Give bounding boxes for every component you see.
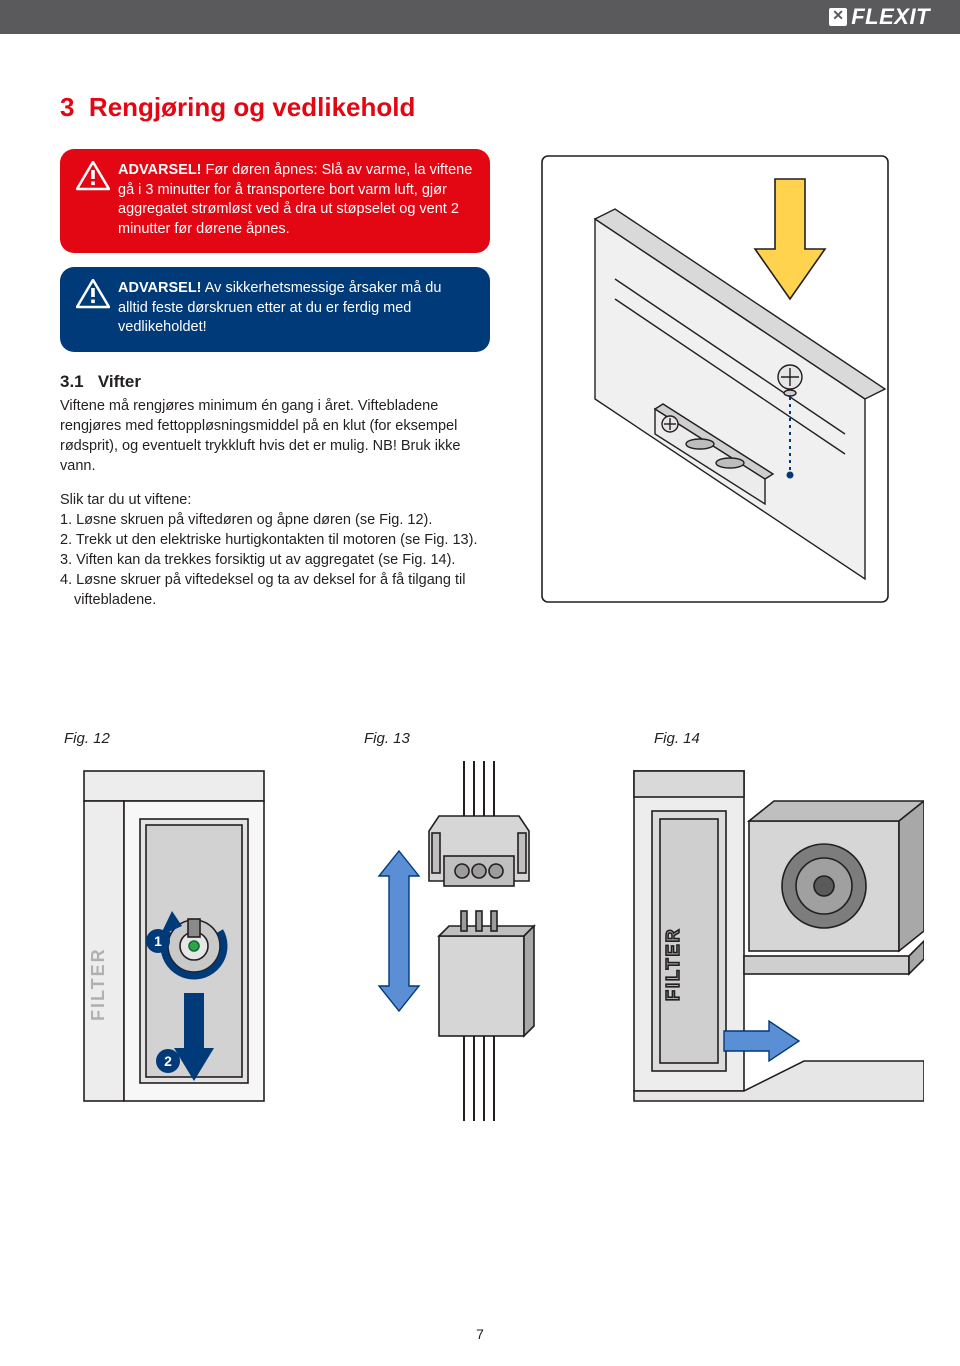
figure-labels: Fig. 12 Fig. 13 Fig. 14 xyxy=(60,730,910,747)
subsection-title: Vifter xyxy=(98,372,141,391)
left-column: ADVARSEL! Før døren åpnes: Slå av varme,… xyxy=(60,149,490,610)
steps-intro: Slik tar du ut viftene: xyxy=(60,490,490,510)
fig12-label: Fig. 12 xyxy=(64,730,364,747)
step: 4. Løsne skruer på viftedeksel og ta av … xyxy=(60,570,490,610)
step: 2. Trekk ut den elektriske hurtigkontakt… xyxy=(60,530,490,550)
svg-text:FILTER: FILTER xyxy=(663,927,683,1001)
warning-label: ADVARSEL! xyxy=(118,162,202,178)
step: 1. Løsne skruen på viftedøren og åpne dø… xyxy=(60,510,490,530)
section-number: 3 xyxy=(60,92,74,122)
body-text: Viftene må rengjøres minimum én gang i å… xyxy=(60,396,490,610)
step: 3. Viften kan da trekkes forsiktig ut av… xyxy=(60,550,490,570)
brand-logo-icon xyxy=(829,8,847,26)
section-title: 3 Rengjøring og vedlikehold xyxy=(60,92,910,123)
figure-row: FILTER FILTER xyxy=(60,761,910,1121)
brand-logo-text: FLEXIT xyxy=(851,4,930,30)
two-column-layout: ADVARSEL! Før døren åpnes: Slå av varme,… xyxy=(60,149,910,610)
subsection-number: 3.1 xyxy=(60,372,84,391)
brand-logo: FLEXIT xyxy=(829,4,930,30)
callout-1: 1 xyxy=(154,933,162,949)
callout-2: 2 xyxy=(164,1053,172,1069)
right-column xyxy=(520,149,910,610)
warning-box-red: ADVARSEL! Før døren åpnes: Slå av varme,… xyxy=(60,149,490,253)
diagram-bracket-install xyxy=(535,149,895,609)
warning-text: ADVARSEL! Av sikkerhetsmessige årsaker m… xyxy=(118,279,474,338)
fig14: FILTER xyxy=(624,761,924,1121)
warning-box-blue: ADVARSEL! Av sikkerhetsmessige årsaker m… xyxy=(60,267,490,352)
warning-icon xyxy=(76,279,110,309)
paragraph: Viftene må rengjøres minimum én gang i å… xyxy=(60,396,490,476)
warning-label: ADVARSEL! xyxy=(118,280,202,296)
fig13 xyxy=(344,761,604,1121)
fig12: FILTER FILTER xyxy=(64,761,324,1121)
page-number: 7 xyxy=(476,1326,484,1342)
fig14-label: Fig. 14 xyxy=(654,730,700,747)
page-content: 3 Rengjøring og vedlikehold ADVARSEL! Fø… xyxy=(0,34,960,1121)
warning-icon xyxy=(76,161,110,191)
filter-label-text: FILTER xyxy=(88,947,108,1021)
section-title-text: Rengjøring og vedlikehold xyxy=(89,92,415,122)
fig13-label: Fig. 13 xyxy=(364,730,654,747)
warning-text: ADVARSEL! Før døren åpnes: Slå av varme,… xyxy=(118,161,474,239)
subsection-heading: 3.1 Vifter xyxy=(60,372,490,392)
header-bar: FLEXIT xyxy=(0,0,960,34)
